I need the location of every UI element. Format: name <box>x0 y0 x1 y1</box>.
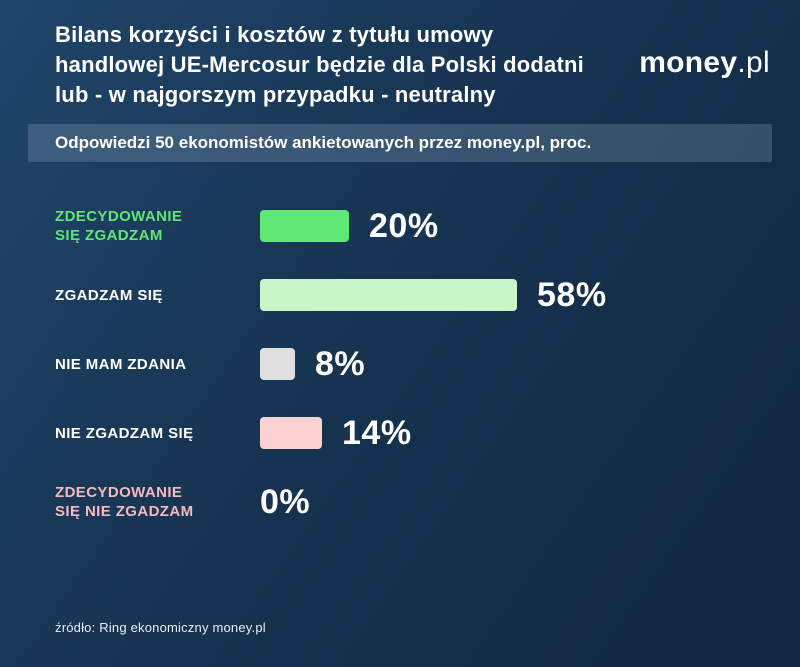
category-label: ZGADZAM SIĘ <box>55 286 163 304</box>
chart-row: ZDECYDOWANIE SIĘ NIE ZGADZAM 0% <box>55 480 800 524</box>
value-label: 8% <box>315 344 366 383</box>
bar-area: 8% <box>260 345 800 384</box>
value-label: 0% <box>260 482 311 521</box>
logo-text-pl: .pl <box>737 46 770 79</box>
bar-area: 0% <box>260 483 800 522</box>
logo-text-money: money <box>639 46 738 79</box>
bar-chart: ZDECYDOWANIE SIĘ ZGADZAM 20% ZGADZAM SIĘ 58… <box>55 204 800 524</box>
chart-subtitle: Odpowiedzi 50 ekonomistów ankietowanych … <box>55 133 592 152</box>
bar <box>260 348 295 380</box>
value-label: 20% <box>369 206 439 245</box>
chart-row: ZGADZAM SIĘ 58% <box>55 273 800 317</box>
category-label: NIE MAM ZDANIA <box>55 355 187 373</box>
bar-area: 14% <box>260 414 800 453</box>
chart-row: ZDECYDOWANIE SIĘ ZGADZAM 20% <box>55 204 800 248</box>
chart-subtitle-bar: Odpowiedzi 50 ekonomistów ankietowanych … <box>28 124 772 162</box>
header: Bilans korzyści i kosztów z tytułu umowy… <box>0 0 800 110</box>
bar-area: 20% <box>260 207 800 246</box>
bar-area: 58% <box>260 276 800 315</box>
bar <box>260 417 322 449</box>
chart-row: NIE ZGADZAM SIĘ 14% <box>55 411 800 455</box>
chart-row: NIE MAM ZDANIA 8% <box>55 342 800 386</box>
moneypl-logo: money.pl <box>639 46 770 80</box>
bar <box>260 210 349 242</box>
value-label: 58% <box>537 275 607 314</box>
category-label: NIE ZGADZAM SIĘ <box>55 424 194 442</box>
bar <box>260 279 517 311</box>
category-label: ZDECYDOWANIE SIĘ NIE ZGADZAM <box>55 484 194 520</box>
source-note: źródło: Ring ekonomiczny money.pl <box>55 620 266 635</box>
category-label: ZDECYDOWANIE SIĘ ZGADZAM <box>55 208 183 244</box>
value-label: 14% <box>342 413 412 452</box>
page-title: Bilans korzyści i kosztów z tytułu umowy… <box>55 22 584 107</box>
